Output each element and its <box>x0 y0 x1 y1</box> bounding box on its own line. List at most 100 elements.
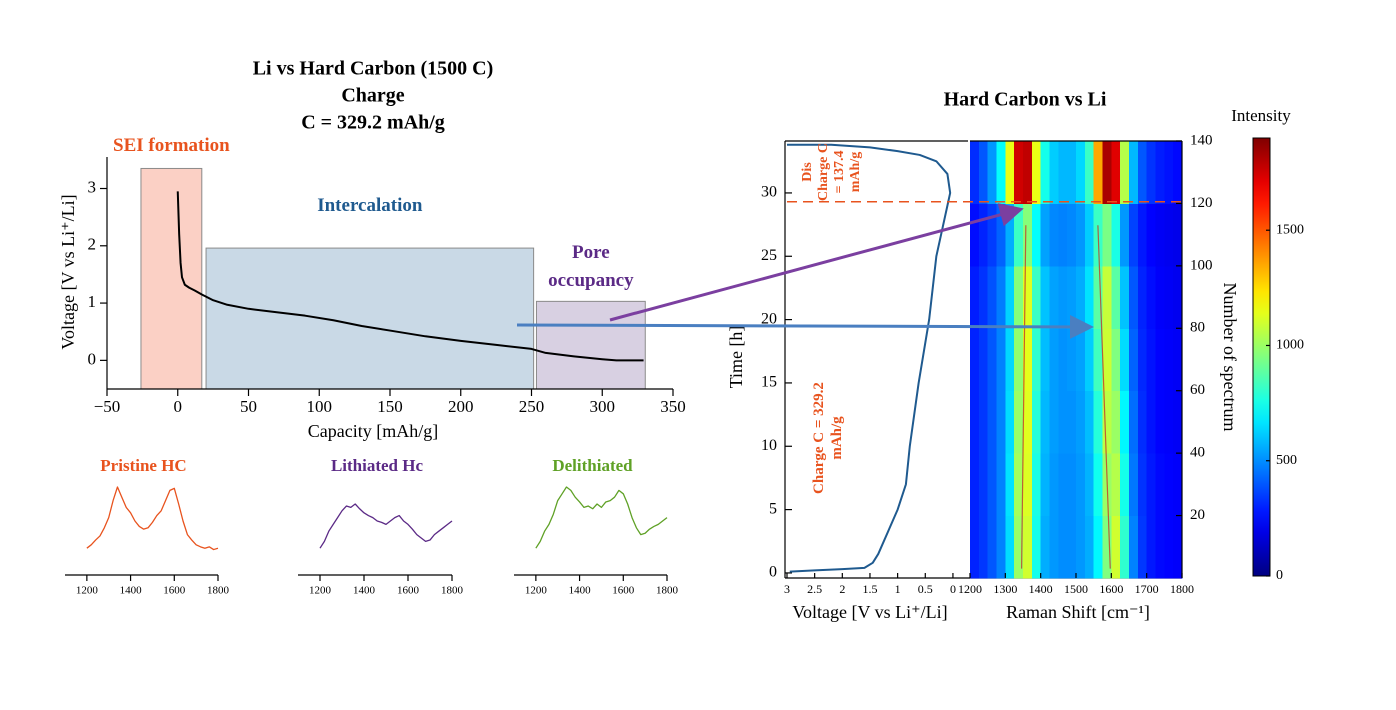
heatmap-cell <box>978 265 989 329</box>
x-tick-label: 1700 <box>1135 582 1159 596</box>
heatmap-cell <box>1155 453 1165 517</box>
heatmap-cell <box>1137 390 1148 454</box>
heatmap-cell <box>970 390 980 454</box>
heatmap-cell <box>1129 203 1139 267</box>
data-line <box>176 191 644 362</box>
heatmap-cell <box>1005 265 1015 329</box>
heatmap-cell <box>1084 203 1095 267</box>
y2-tick-label: 20 <box>1190 507 1205 523</box>
heatmap-cell <box>1014 390 1024 454</box>
heatmap-cell <box>1111 328 1121 392</box>
heatmap-cell <box>1164 390 1174 454</box>
heatmap-cell <box>996 328 1006 392</box>
x-tick-label: −50 <box>94 397 121 416</box>
y-axis-label: Voltage [V vs Li⁺/Li] <box>58 194 78 349</box>
heatmap-cell <box>1146 203 1156 267</box>
heatmap-cell <box>1031 453 1042 517</box>
heatmap-cell <box>1111 265 1121 329</box>
heatmap-cell <box>1111 453 1121 517</box>
x-tick-label: 100 <box>307 397 333 416</box>
heatmap-cell <box>996 515 1006 579</box>
x-tick-label: 0 <box>950 582 956 596</box>
chart-title: Pristine HC <box>100 456 186 475</box>
heatmap-cell <box>1120 141 1130 204</box>
heatmap-cell <box>1049 203 1059 267</box>
heatmap-cell <box>1155 328 1165 392</box>
heatmap-cell <box>1093 265 1103 329</box>
heatmap-cell <box>1084 515 1095 579</box>
heatmap-cell <box>1049 265 1059 329</box>
heatmap-cell <box>1014 203 1024 267</box>
heatmap-cell <box>970 203 980 267</box>
heatmap-cell <box>978 141 989 204</box>
heatmap-cell <box>1076 328 1086 392</box>
heatmap-cell <box>1137 203 1148 267</box>
heatmap-cell <box>1093 328 1103 392</box>
heatmap-cell <box>1155 265 1165 329</box>
heatmap-cell <box>1014 141 1024 204</box>
data-line <box>319 503 453 549</box>
heatmap-cell <box>1040 328 1050 392</box>
x-tick-label: 2.5 <box>807 582 822 596</box>
y2-tick-label: 100 <box>1190 257 1213 273</box>
y-tick-label: 25 <box>761 247 777 264</box>
heatmap-cell <box>1129 141 1139 204</box>
heatmap-cell <box>987 390 997 454</box>
heatmap-cell <box>1076 265 1086 329</box>
x-tick-label: 1 <box>895 582 901 596</box>
peak-trace <box>1097 225 1111 569</box>
heatmap-cell <box>1137 515 1148 579</box>
heatmap-cell <box>1049 453 1059 517</box>
heatmap-cell <box>1084 328 1095 392</box>
x-tick-label: 1200 <box>958 582 982 596</box>
region <box>140 167 203 390</box>
colorbar-tick-label: 1500 <box>1276 222 1304 237</box>
heatmap-cell <box>978 515 989 579</box>
heatmap-cell <box>1023 328 1033 392</box>
heatmap-cell <box>1076 390 1086 454</box>
y-tick-label: 3 <box>88 177 97 196</box>
heatmap-cell <box>1111 203 1121 267</box>
heatmap-cell <box>1067 265 1077 329</box>
heatmap-cell <box>1076 203 1086 267</box>
heatmap-cell <box>1076 453 1086 517</box>
y2-tick-label: 120 <box>1190 195 1213 211</box>
heatmap-cell <box>1049 390 1059 454</box>
heatmap-cell <box>1164 515 1174 579</box>
chart-title: Li vs Hard Carbon (1500 C) <box>253 58 494 80</box>
heatmap-cell <box>1031 390 1042 454</box>
heatmap-cell <box>1164 203 1174 267</box>
x-tick-label: 1600 <box>612 585 635 597</box>
x-tick-label: 1300 <box>993 582 1017 596</box>
heatmap-cell <box>1120 453 1130 517</box>
heatmap-cell <box>1164 453 1174 517</box>
chart-title: Lithiated Hc <box>331 456 424 475</box>
heatmap-cell <box>1146 453 1156 517</box>
heatmap-cell <box>1111 515 1121 579</box>
y2-tick-label: 40 <box>1190 445 1205 461</box>
data-line <box>86 486 219 551</box>
heatmap-cell <box>1093 515 1103 579</box>
colorbar-tick-label: 1000 <box>1276 338 1304 353</box>
heatmap-cell <box>987 328 997 392</box>
heatmap-cell <box>1031 141 1042 204</box>
y-tick-label: 10 <box>761 437 777 454</box>
x-tick-label: 50 <box>240 397 257 416</box>
heatmap-cell <box>987 141 997 204</box>
y-tick-label: 0 <box>769 564 777 581</box>
heatmap-cell <box>1146 328 1156 392</box>
heatmap-cell <box>1067 203 1077 267</box>
heatmap-cell <box>1120 265 1130 329</box>
y-tick-label: 5 <box>769 500 777 517</box>
heatmap-cell <box>1058 328 1068 392</box>
chart-title: Delithiated <box>552 456 633 475</box>
chart-title: Hard Carbon vs Li <box>944 89 1107 111</box>
heatmap-cell <box>1040 265 1050 329</box>
heatmap-cell <box>987 453 997 517</box>
heatmap-cell <box>1102 515 1112 579</box>
heatmap-cell <box>1031 328 1042 392</box>
heatmap-cell <box>1102 328 1112 392</box>
heatmap-cell <box>1023 203 1033 267</box>
heatmap-cell <box>1023 265 1033 329</box>
